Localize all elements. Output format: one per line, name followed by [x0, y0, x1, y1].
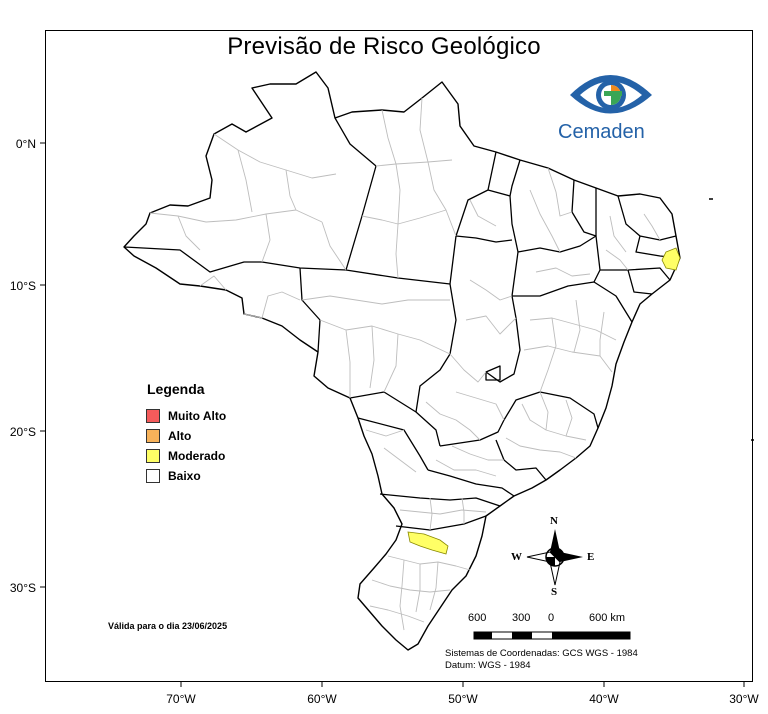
crs-line-2: Datum: WGS - 1984: [445, 660, 531, 671]
lon-tick-50w: 50°W: [448, 692, 478, 706]
legend-label-muito-alto: Muito Alto: [168, 409, 227, 423]
coordinate-system-info: Sistemas de Coordenadas: GCS WGS - 1984 …: [445, 648, 638, 672]
validity-date: Válida para o dia 23/06/2025: [108, 621, 228, 631]
lon-tick-30w: 30°W: [729, 692, 759, 706]
legend-title: Legenda: [147, 381, 205, 397]
scale-bar: [473, 631, 631, 640]
lon-tick-60w: 60°W: [307, 692, 337, 706]
compass-east: E: [587, 551, 595, 563]
map-frame: [45, 30, 753, 682]
subdivision-lines: [149, 97, 661, 631]
scale-label-0: 0: [548, 612, 555, 624]
crs-line-1: Sistemas de Coordenadas: GCS WGS - 1984: [445, 648, 638, 659]
legend-label-baixo: Baixo: [168, 469, 201, 483]
lat-tick-10s: 10°S: [9, 279, 36, 293]
lon-tick-40w: 40°W: [589, 692, 619, 706]
legend-item-moderado: Moderado: [146, 448, 225, 464]
cemaden-logo: [570, 75, 652, 114]
compass-north: N: [550, 515, 558, 527]
brazil-outline: [123, 71, 681, 651]
legend-swatch-muito-alto: [146, 409, 160, 423]
compass-south: S: [551, 586, 558, 598]
scale-label-300: 300: [512, 612, 531, 624]
legend-swatch-alto: [146, 429, 160, 443]
legend-label-alto: Alto: [168, 429, 192, 443]
legend-label-moderado: Moderado: [168, 449, 226, 463]
legend-swatch-moderado: [146, 449, 160, 463]
legend-item-muito-alto: Muito Alto: [146, 408, 226, 424]
compass-west: W: [511, 551, 522, 563]
lon-tick-70w: 70°W: [166, 692, 196, 706]
moderate-risk-northeast: [661, 247, 681, 271]
lat-tick-20s: 20°S: [9, 425, 36, 439]
scale-label-600km: 600 km: [589, 612, 626, 624]
lat-tick-30s: 30°S: [9, 581, 36, 595]
legend-swatch-baixo: [146, 469, 160, 483]
legend-item-alto: Alto: [146, 428, 191, 444]
scale-label-600: 600: [468, 612, 487, 624]
compass-rose: [526, 529, 583, 586]
cemaden-logo-text: Cemaden: [558, 121, 645, 143]
moderate-risk-south: [407, 531, 449, 555]
axis-ticks: [40, 142, 745, 687]
lat-tick-0: 0°N: [15, 137, 36, 151]
map-title: Previsão de Risco Geológico: [227, 33, 541, 60]
legend-item-baixo: Baixo: [146, 468, 201, 484]
